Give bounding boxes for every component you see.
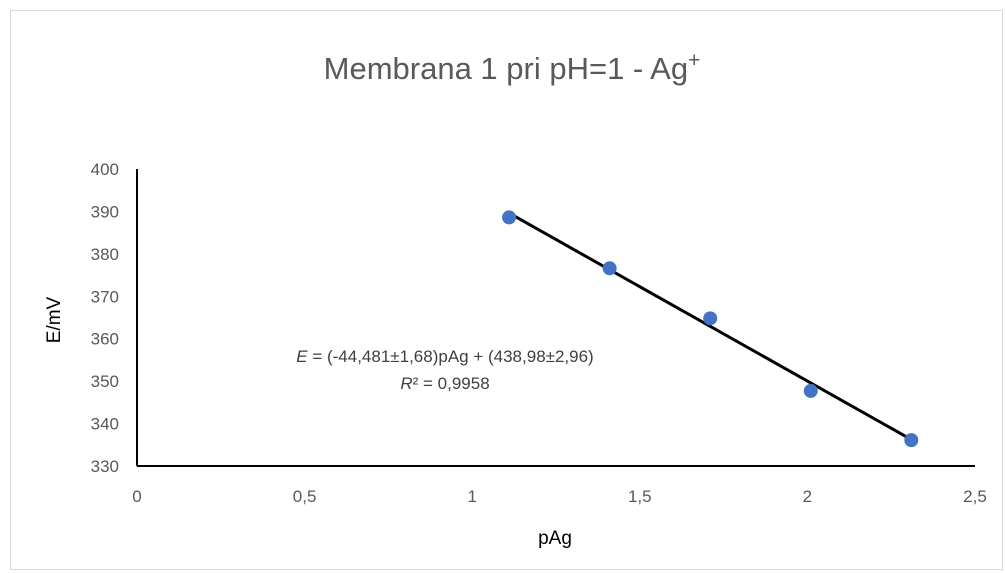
data-point — [602, 261, 617, 276]
y-tick-label: 380 — [91, 245, 119, 264]
y-tick-label: 340 — [91, 415, 119, 434]
y-tick-label: 360 — [91, 330, 119, 349]
data-point — [703, 311, 718, 326]
x-tick-label: 0,5 — [293, 487, 317, 506]
x-tick-label: 0 — [132, 487, 141, 506]
chart-title: Membrana 1 pri pH=1 - Ag+ — [324, 49, 701, 86]
x-axis-label: pAg — [538, 528, 572, 549]
r-squared-label: R² = 0,9958 — [400, 374, 489, 393]
x-tick-label: 2 — [803, 487, 812, 506]
y-tick-label: 350 — [91, 372, 119, 391]
y-tick-label: 330 — [91, 457, 119, 476]
x-tick-label: 2,5 — [963, 487, 987, 506]
y-axis-label: E/mV — [44, 296, 65, 343]
equation-label: E = (-44,481±1,68)pAg + (438,98±2,96) — [296, 347, 593, 366]
x-tick-label: 1 — [467, 487, 476, 506]
y-tick-label: 400 — [91, 160, 119, 179]
data-point — [803, 383, 818, 398]
x-tick-label: 1,5 — [628, 487, 652, 506]
y-tick-label: 390 — [91, 202, 119, 221]
data-points — [502, 210, 919, 448]
data-point — [904, 433, 919, 448]
y-axis-ticks: 330 340 350 360 370 380 390 400 — [91, 160, 119, 476]
x-axis-ticks: 0 0,5 1 1,5 2 2,5 — [132, 487, 987, 506]
data-point — [502, 210, 517, 225]
chart-frame — [10, 10, 1003, 570]
y-tick-label: 370 — [91, 287, 119, 306]
trendline — [508, 211, 913, 441]
